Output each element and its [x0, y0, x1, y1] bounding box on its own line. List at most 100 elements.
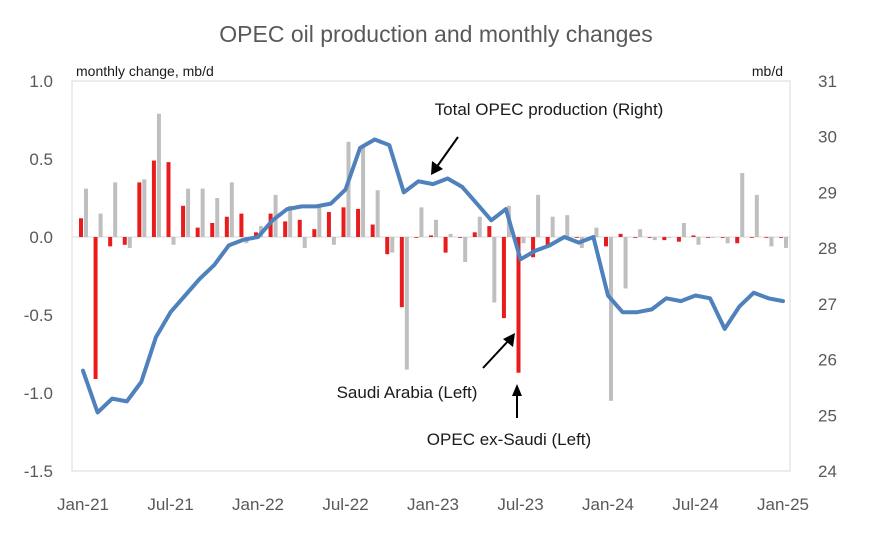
bar-opec-ex-saudi — [113, 182, 118, 237]
left-tick-label: -0.5 — [24, 306, 53, 325]
bar-opec-ex-saudi — [521, 237, 526, 244]
left-axis-label: monthly change, mb/d — [76, 63, 214, 79]
bar-saudi-arabia — [356, 208, 361, 237]
bar-opec-ex-saudi — [98, 213, 103, 237]
bar-saudi-arabia — [151, 160, 156, 237]
right-tick-label: 25 — [818, 406, 837, 425]
bar-saudi-arabia — [224, 216, 229, 237]
annotation-saudi: Saudi Arabia (Left) — [337, 383, 478, 402]
x-tick-label: Jan-24 — [582, 495, 634, 514]
bar-opec-ex-saudi — [302, 237, 307, 248]
bar-opec-ex-saudi — [652, 237, 657, 241]
x-tick-label: Jul-24 — [672, 495, 718, 514]
bar-saudi-arabia — [254, 232, 258, 237]
bar-opec-ex-saudi — [638, 229, 643, 237]
x-tick-label: Jan-22 — [232, 495, 284, 514]
bar-saudi-arabia — [399, 237, 404, 308]
bar-saudi-arabia — [487, 226, 492, 237]
x-axis-ticks: Jan-21 Jul-21 Jan-22 Jul-22 Jan-23 Jul-23 Jan-… — [57, 495, 809, 514]
bar-saudi-arabia — [122, 237, 127, 245]
x-tick-label: Jan-25 — [757, 495, 809, 514]
bar-opec-ex-saudi — [127, 237, 132, 248]
bar-saudi-arabia — [706, 237, 711, 238]
bar-opec-ex-saudi — [463, 237, 468, 262]
bar-saudi-arabia — [312, 229, 317, 237]
right-axis-label: mb/d — [752, 63, 783, 79]
bar-saudi-arabia — [735, 237, 740, 244]
left-tick-label: 1.0 — [29, 72, 53, 91]
bar-saudi-arabia — [108, 237, 113, 247]
bar-opec-ex-saudi — [536, 194, 541, 237]
right-tick-label: 24 — [818, 462, 837, 481]
bar-saudi-arabia — [516, 237, 521, 373]
bar-opec-ex-saudi — [784, 237, 788, 248]
x-tick-label: Jul-22 — [322, 495, 368, 514]
right-tick-label: 28 — [818, 239, 837, 258]
bar-saudi-arabia — [385, 237, 390, 255]
annotation-arrowhead-total-opec — [431, 161, 443, 175]
annotation-arrowhead-saudi — [503, 333, 515, 347]
bar-saudi-arabia — [166, 162, 171, 237]
bar-opec-ex-saudi — [711, 237, 716, 238]
bar-opec-ex-saudi — [434, 219, 438, 237]
bar-saudi-arabia — [297, 219, 302, 237]
bar-saudi-arabia — [574, 237, 579, 238]
right-tick-label: 30 — [818, 128, 837, 147]
bar-opec-ex-saudi — [142, 179, 147, 237]
right-tick-label: 29 — [818, 183, 837, 202]
left-tick-label: 0.0 — [29, 228, 53, 247]
bar-opec-ex-saudi — [550, 216, 555, 237]
bar-saudi-arabia — [429, 235, 433, 237]
left-tick-label: -1.5 — [24, 462, 53, 481]
right-tick-label: 26 — [818, 351, 837, 370]
bar-opec-ex-saudi — [725, 237, 730, 244]
x-tick-label: Jan-23 — [407, 495, 459, 514]
left-axis-ticks: 1.0 0.5 0.0 -0.5 -1.0 -1.5 — [24, 72, 53, 481]
bar-opec-ex-saudi — [769, 237, 774, 247]
bar-saudi-arabia — [647, 237, 652, 238]
bar-saudi-arabia — [764, 237, 769, 238]
bar-saudi-arabia — [283, 221, 288, 237]
bar-saudi-arabia — [414, 237, 419, 238]
annotation-arrow-total-opec — [435, 136, 459, 169]
bar-opec-ex-saudi — [171, 237, 176, 245]
bar-saudi-arabia — [79, 218, 83, 237]
plot-area — [71, 80, 791, 472]
bar-saudi-arabia — [341, 207, 346, 237]
left-tick-label: 0.5 — [29, 150, 53, 169]
x-tick-label: Jul-21 — [147, 495, 193, 514]
bar-opec-ex-saudi — [84, 188, 88, 237]
bar-opec-ex-saudi — [390, 237, 395, 253]
bar-saudi-arabia — [749, 237, 754, 238]
bar-saudi-arabia — [370, 224, 375, 237]
right-tick-label: 27 — [818, 295, 837, 314]
bar-opec-ex-saudi — [288, 205, 293, 237]
bar-saudi-arabia — [676, 237, 681, 242]
chart-title: OPEC oil production and monthly changes — [219, 21, 652, 47]
bar-saudi-arabia — [604, 237, 608, 247]
bar-opec-ex-saudi — [375, 190, 380, 237]
bar-opec-ex-saudi — [754, 194, 759, 237]
bar-opec-ex-saudi — [667, 237, 672, 238]
bar-opec-ex-saudi — [594, 227, 599, 237]
bar-opec-ex-saudi — [419, 207, 424, 237]
bar-opec-ex-saudi — [565, 215, 570, 237]
bar-opec-ex-saudi — [331, 237, 336, 245]
bar-saudi-arabia — [662, 237, 667, 241]
bar-opec-ex-saudi — [448, 233, 453, 237]
bar-opec-ex-saudi — [200, 188, 205, 237]
bar-opec-ex-saudi — [477, 216, 482, 237]
bar-saudi-arabia — [779, 237, 783, 238]
bar-saudi-arabia — [691, 235, 696, 237]
bar-saudi-arabia — [93, 237, 98, 379]
right-axis-ticks: 31 30 29 28 27 26 25 24 — [818, 72, 837, 481]
bar-saudi-arabia — [472, 232, 477, 237]
annotation-total-opec: Total OPEC production (Right) — [435, 100, 664, 119]
bar-opec-ex-saudi — [492, 237, 497, 303]
bar-opec-ex-saudi — [404, 237, 409, 370]
annotation-opec-ex-saudi: OPEC ex-Saudi (Left) — [427, 430, 591, 449]
bar-saudi-arabia — [545, 237, 550, 247]
bar-saudi-arabia — [458, 237, 463, 238]
bar-opec-ex-saudi — [229, 182, 234, 237]
bar-opec-ex-saudi — [346, 141, 351, 237]
